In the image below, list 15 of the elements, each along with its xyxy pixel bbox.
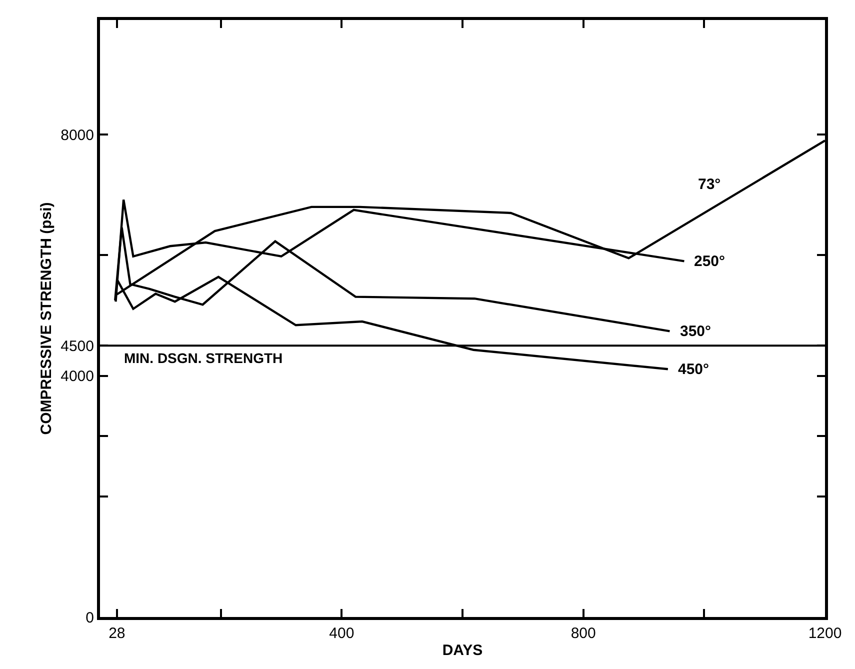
x-axis-title: DAYS — [442, 642, 483, 659]
x-tick-label: 400 — [329, 625, 354, 642]
y-tick-label: 4000 — [60, 368, 94, 386]
y-tick-label: 4500 — [60, 338, 94, 355]
y-tick-label: 0 — [86, 609, 94, 626]
y-tick-label: 8000 — [60, 126, 94, 144]
series-label: 250° — [694, 253, 726, 270]
series-label: 73° — [698, 176, 721, 193]
ref-line-label: MIN. DSGN. STRENGTH — [124, 350, 283, 366]
y-axis-title: COMPRESSIVE STRENGTH (psi) — [38, 202, 55, 435]
series-label: 350° — [680, 323, 712, 340]
x-tick-label: 800 — [570, 625, 596, 642]
x-tick-label: 1200 — [808, 625, 842, 642]
series-label: 450° — [678, 361, 710, 378]
x-tick-label: 28 — [108, 625, 126, 642]
